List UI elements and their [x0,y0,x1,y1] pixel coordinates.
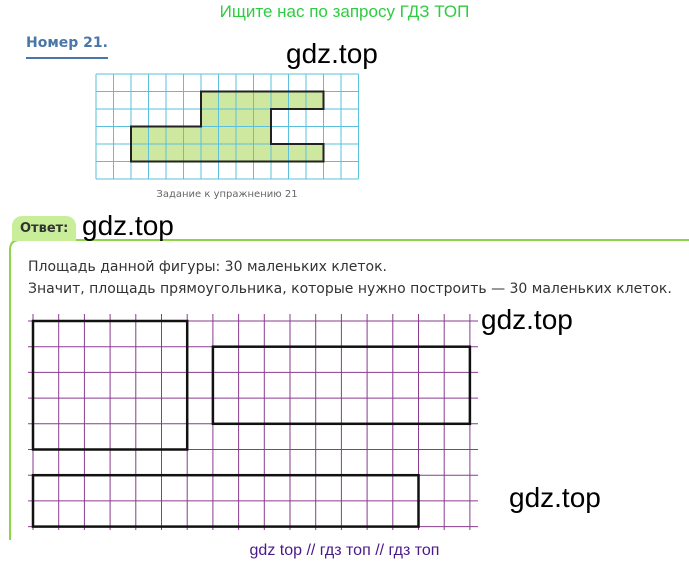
answer-line: Площадь данной фигуры: 30 маленьких клет… [28,259,387,275]
answer-line: Значит, площадь прямоугольника, которые … [28,281,672,297]
watermark: gdz.top [481,304,573,335]
rectangle [31,319,189,451]
figure-outline [130,90,325,163]
footer: gdz top // гдз топ // гдз топ [249,542,440,559]
answer-label: Ответ: [12,216,77,241]
watermark: gdz.top [286,38,378,69]
task-number: Номер 21. [26,35,108,59]
figure-caption: Задание к упражнению 21 [156,189,298,200]
watermark: gdz.top [509,482,601,513]
banner: Ищите нас по запросу ГДЗ ТОП [219,2,470,21]
rectangle [31,473,420,528]
rectangle [211,345,472,426]
watermark: gdz.top [82,210,174,241]
